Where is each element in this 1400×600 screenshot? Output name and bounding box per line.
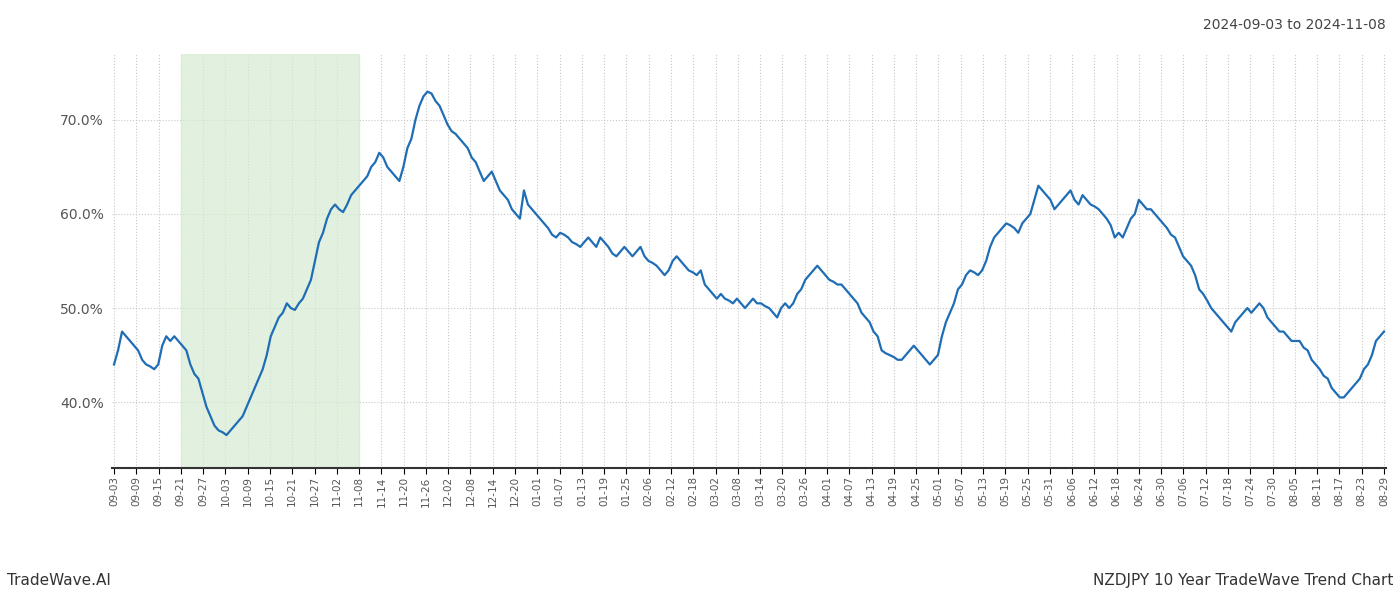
Bar [181,54,358,468]
Text: NZDJPY 10 Year TradeWave Trend Chart: NZDJPY 10 Year TradeWave Trend Chart [1092,573,1393,588]
Text: TradeWave.AI: TradeWave.AI [7,573,111,588]
Text: 2024-09-03 to 2024-11-08: 2024-09-03 to 2024-11-08 [1203,18,1386,32]
